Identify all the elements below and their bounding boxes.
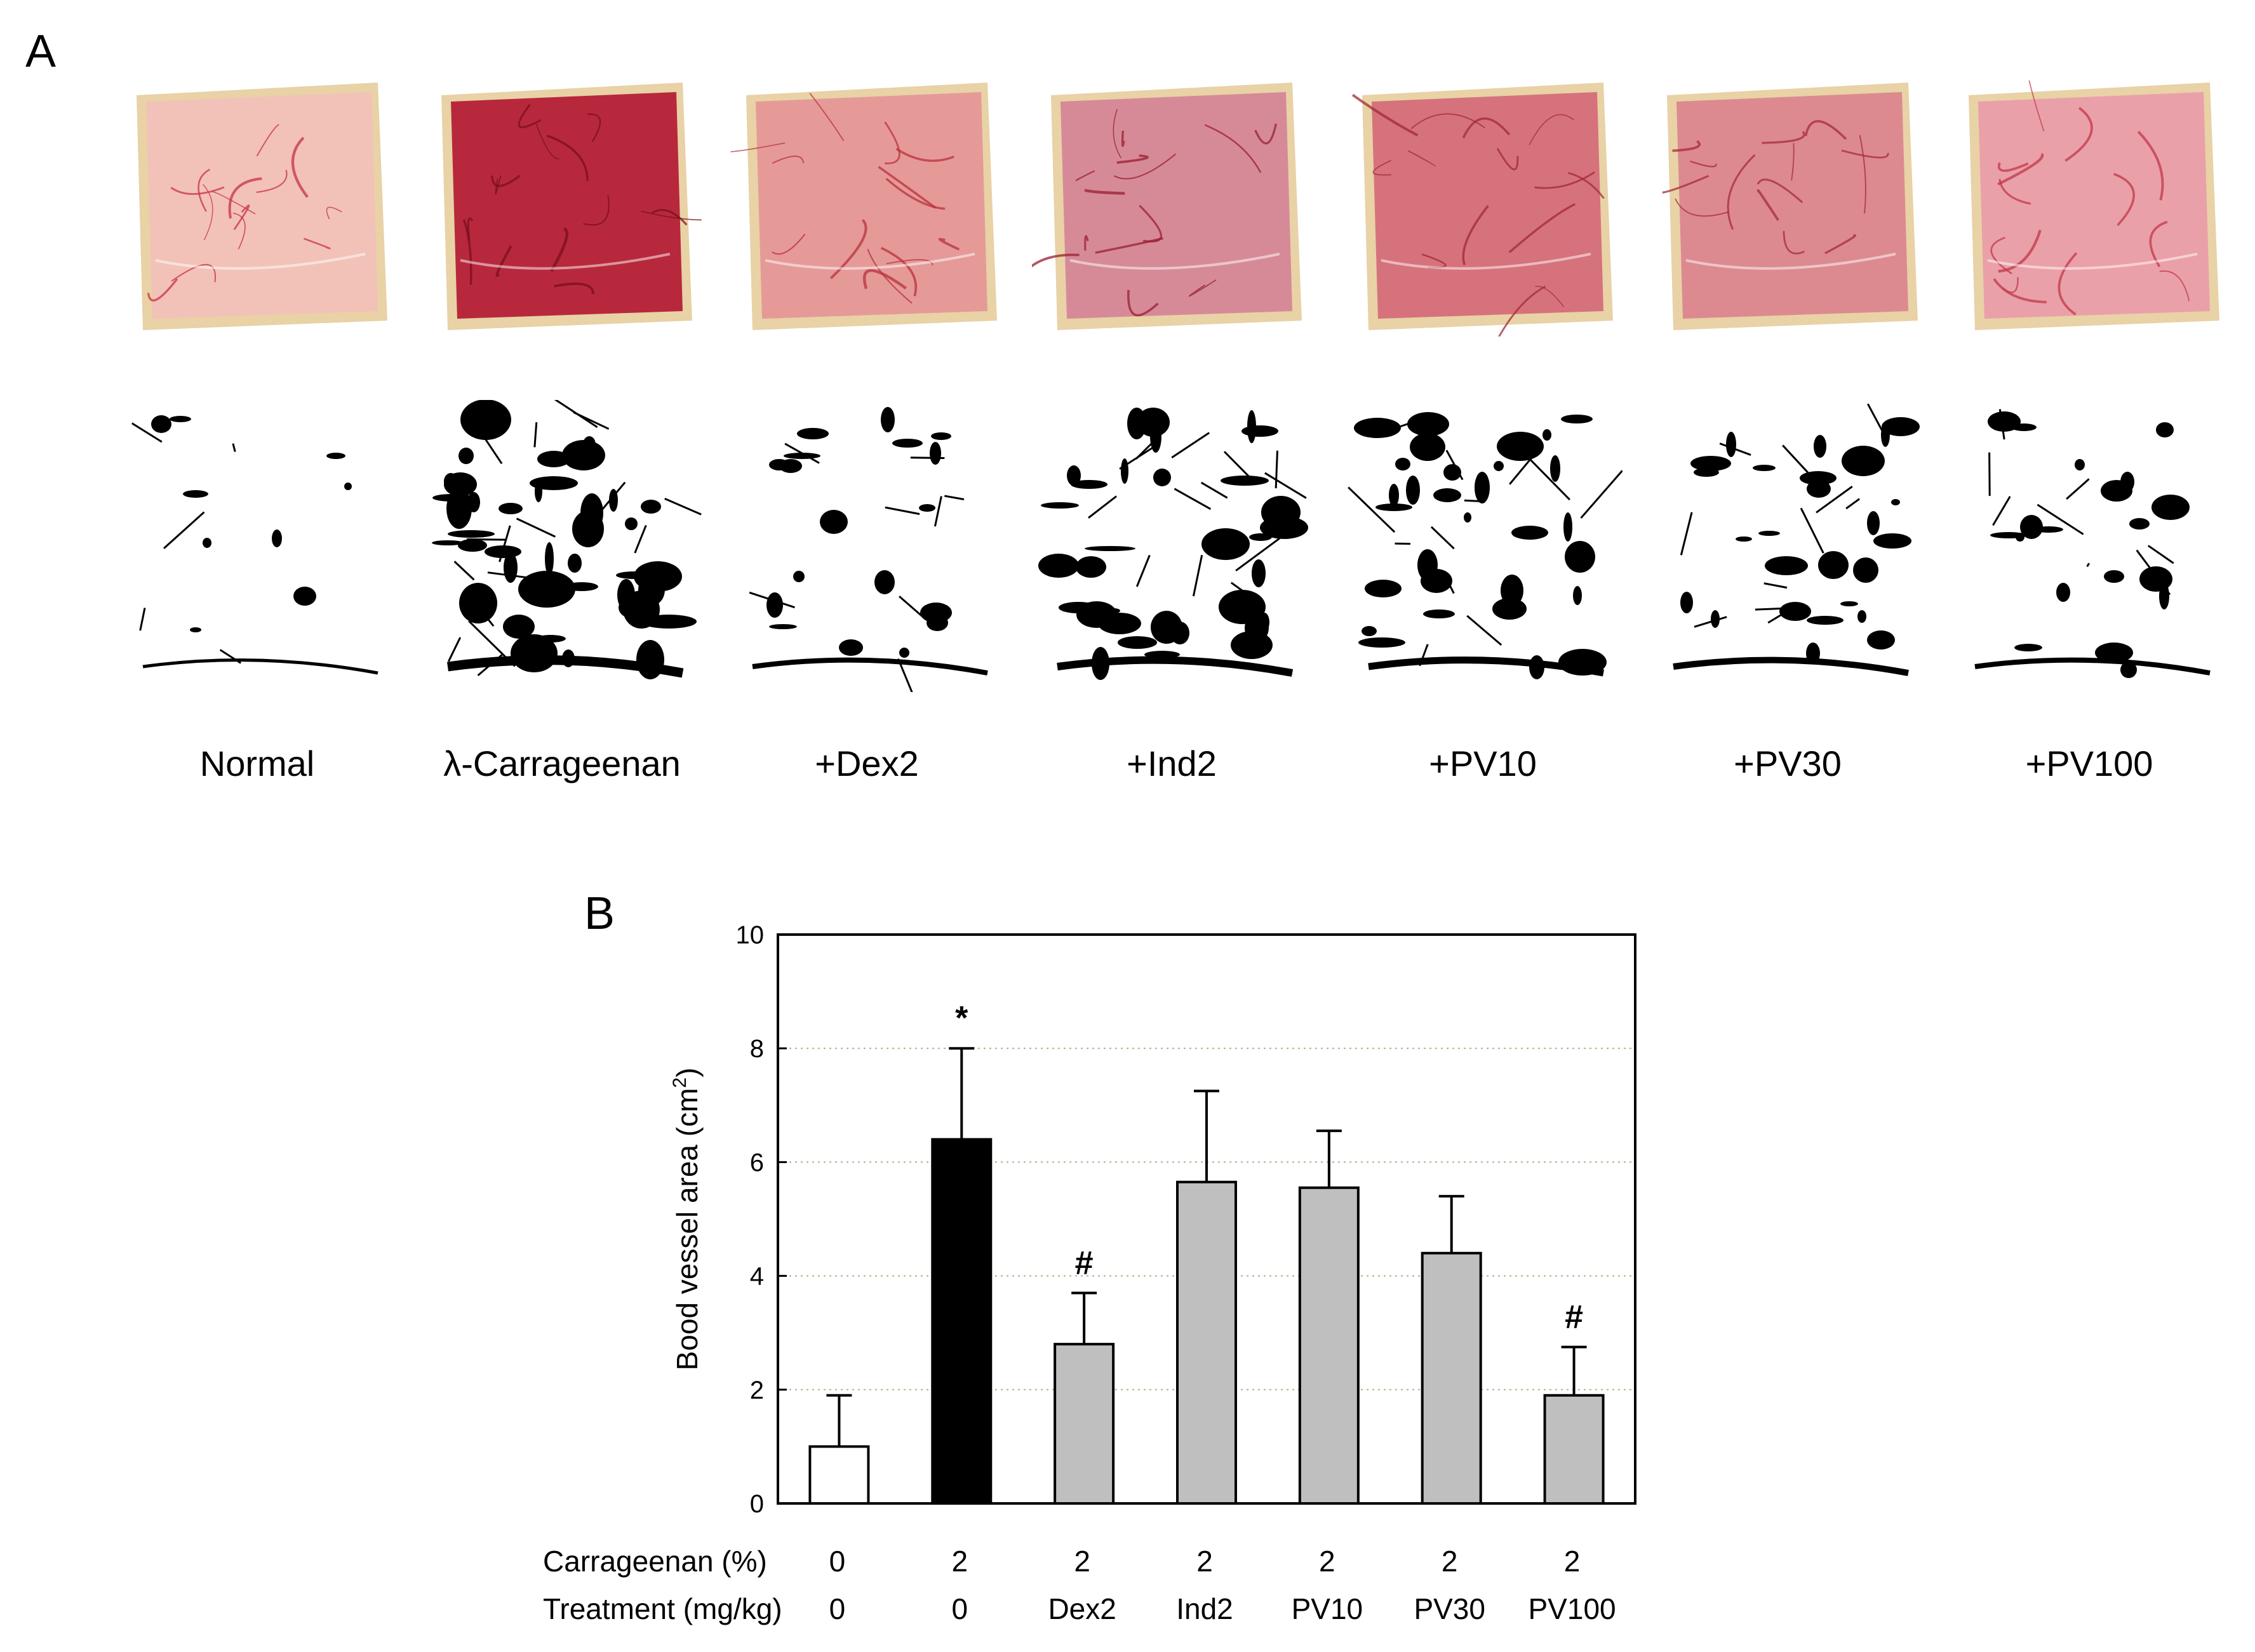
carrageenan-value: 2 <box>951 1545 968 1578</box>
vessel-mask-image <box>117 400 397 692</box>
group-label: +PV100 <box>2025 743 2153 783</box>
vessel-mask-image <box>422 400 702 692</box>
tissue-photo <box>117 70 397 336</box>
carrageenan-value: 2 <box>1074 1545 1090 1578</box>
treatment-value: Dex2 <box>1048 1592 1116 1625</box>
vessel-mask-image <box>1032 400 1311 692</box>
tissue-photo <box>422 70 702 336</box>
plot-frame <box>777 933 1636 1505</box>
bar <box>1421 1251 1482 1505</box>
bar <box>1543 1394 1605 1505</box>
carrageenan-value: 2 <box>1319 1545 1335 1578</box>
vessel-mask-image <box>727 400 1007 692</box>
carrageenan-value: 2 <box>1564 1545 1581 1578</box>
y-tick-label: 4 <box>750 1263 764 1291</box>
group-label: λ-Carrageenan <box>443 743 681 783</box>
group-label: +PV30 <box>1734 743 1842 783</box>
panel-b-letter: B <box>584 888 615 939</box>
y-axis-label: Bood vessel area (cm2) <box>669 1068 704 1371</box>
row-label-treatment: Treatment (mg/kg) <box>543 1592 782 1625</box>
group-label: +Ind2 <box>1127 743 1217 783</box>
vessel-mask-image <box>1343 400 1623 692</box>
treatment-value: PV10 <box>1292 1592 1363 1625</box>
row-label-carrageenan: Carrageenan (%) <box>543 1545 767 1578</box>
carrageenan-value: 0 <box>829 1545 846 1578</box>
y-tick-label: 8 <box>750 1035 764 1063</box>
panel-a-letter: A <box>25 26 57 77</box>
group-label: +PV10 <box>1429 743 1537 783</box>
carrageenan-value: 2 <box>1196 1545 1213 1578</box>
tissue-photo <box>1648 70 1927 336</box>
tissue-photo <box>1032 70 1311 336</box>
bar <box>931 1138 993 1505</box>
vessel-mask-image <box>1648 400 1927 692</box>
significance-mark: # <box>1075 1244 1094 1281</box>
bar <box>808 1445 870 1505</box>
significance-mark: # <box>1565 1299 1583 1336</box>
treatment-value: PV30 <box>1414 1592 1485 1625</box>
treatment-value: 0 <box>829 1592 846 1625</box>
y-tick-label: 6 <box>750 1149 764 1176</box>
carrageenan-value: 2 <box>1442 1545 1458 1578</box>
group-label: Normal <box>199 743 315 783</box>
treatment-value: Ind2 <box>1176 1592 1233 1625</box>
bar <box>1176 1180 1237 1505</box>
bar <box>1054 1343 1115 1505</box>
y-tick-label: 2 <box>750 1376 764 1404</box>
bar <box>1298 1186 1360 1505</box>
y-tick-label: 10 <box>736 921 765 949</box>
group-label: +Dex2 <box>815 743 919 783</box>
vessel-mask-image <box>1950 400 2229 692</box>
significance-mark: * <box>955 1000 968 1037</box>
treatment-value: PV100 <box>1529 1592 1616 1625</box>
tissue-photo <box>1343 70 1623 336</box>
tissue-photo <box>1950 70 2229 336</box>
y-tick-label: 0 <box>750 1490 764 1518</box>
treatment-value: 0 <box>951 1592 968 1625</box>
tissue-photo <box>727 70 1007 336</box>
